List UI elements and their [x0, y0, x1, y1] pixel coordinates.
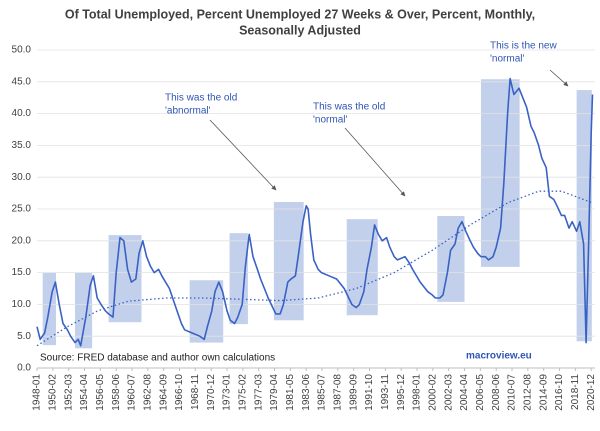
x-tick-label: 1995-12: [396, 374, 407, 411]
x-tick-label: 2008-06: [491, 374, 502, 411]
y-tick-label: 25.0: [12, 204, 32, 215]
x-tick-label: 1987-08: [332, 374, 343, 411]
x-tick-label: 2020-12: [586, 374, 597, 411]
annotation: This is the new: [490, 41, 557, 52]
x-tick-label: 1977-03: [253, 374, 264, 411]
x-tick-label: 1981-05: [285, 374, 296, 411]
x-tick-label: 1958-06: [111, 374, 122, 411]
x-tick-label: 1950-02: [47, 374, 58, 411]
x-tick-label: 2010-07: [507, 374, 518, 411]
data-line: [36, 77, 594, 347]
y-tick-label: 30.0: [12, 172, 32, 183]
x-tick-label: 1970-12: [206, 374, 217, 411]
y-tick-label: 45.0: [12, 76, 32, 87]
x-tick-label: 1952-03: [63, 374, 74, 411]
x-tick-label: 2014-09: [538, 374, 549, 411]
source-note: Source: FRED database and author own cal…: [40, 353, 275, 364]
x-tick-label: 2018-11: [570, 374, 581, 410]
trend-line: [36, 190, 593, 347]
y-tick-label: 20.0: [12, 235, 32, 246]
annotation-arrow: [209, 119, 277, 191]
y-tick-label: 50.0: [12, 45, 32, 56]
x-tick-label: 1966-10: [174, 374, 185, 411]
x-tick-label: 1993-11: [380, 374, 391, 410]
x-tick-label: 1968-11: [190, 374, 201, 410]
x-tick-label: 1948-01: [32, 374, 43, 411]
website: macroview.eu: [466, 351, 532, 362]
highlight-box: [229, 233, 248, 325]
x-tick-label: 1991-10: [364, 374, 375, 411]
highlight-box: [480, 79, 520, 267]
highlight-box: [75, 272, 93, 349]
annotation: 'normal': [490, 54, 524, 65]
x-tick-label: 2006-05: [475, 374, 486, 411]
x-tick-label: 1998-01: [412, 374, 423, 411]
x-tick-label: 1989-09: [348, 374, 359, 411]
annotation: This was the old: [165, 93, 237, 104]
y-tick-label: 10.0: [12, 299, 32, 310]
highlight-box: [437, 215, 465, 302]
x-tick-label: 1962-08: [142, 374, 153, 411]
x-tick-label: 2016-10: [554, 374, 565, 411]
y-tick-label: 15.0: [12, 267, 32, 278]
y-tick-label: 5.0: [17, 331, 31, 342]
annotation-arrow: [549, 69, 569, 87]
annotation-arrow: [344, 127, 406, 197]
y-tick-label: 40.0: [12, 108, 32, 119]
x-tick-label: 1954-04: [79, 374, 90, 411]
chart-title: Seasonally Adjusted: [239, 23, 361, 37]
x-tick-label: 2012-08: [523, 374, 534, 411]
x-tick-label: 1964-09: [158, 374, 169, 411]
x-tick-label: 1975-02: [237, 374, 248, 411]
chart-title: Of Total Unemployed, Percent Unemployed …: [65, 7, 535, 21]
annotation: 'abnormal': [165, 106, 211, 117]
x-tick-label: 1973-01: [222, 374, 233, 411]
x-tick-label: 2000-02: [427, 374, 438, 411]
highlight-box: [273, 202, 304, 321]
x-tick-label: 1985-07: [317, 374, 328, 411]
x-tick-label: 2004-04: [459, 374, 470, 411]
x-tick-label: 2002-03: [443, 374, 454, 411]
annotation: 'normal': [313, 115, 347, 126]
x-tick-label: 1979-04: [269, 374, 280, 411]
x-tick-label: 1956-05: [95, 374, 106, 411]
x-tick-label: 1983-06: [301, 374, 312, 411]
y-tick-label: 35.0: [12, 140, 32, 151]
y-tick-label: 0.0: [17, 363, 31, 374]
annotation: This was the old: [313, 102, 385, 113]
x-tick-label: 1960-07: [127, 374, 138, 411]
